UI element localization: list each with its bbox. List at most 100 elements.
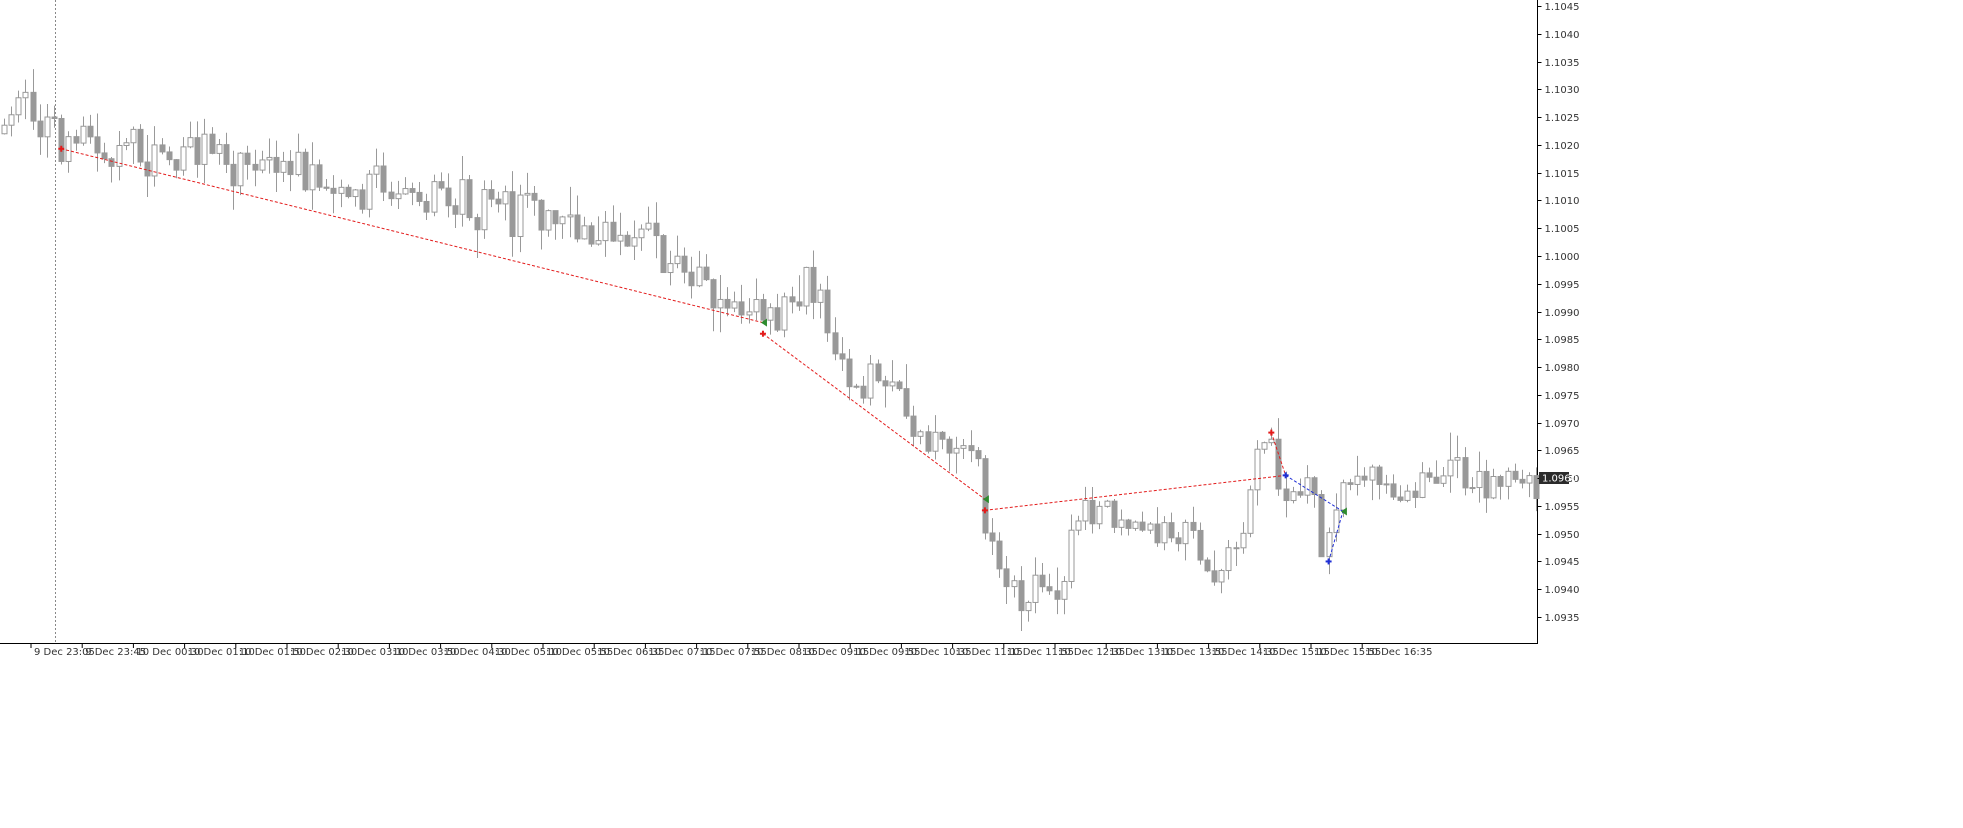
candle bbox=[767, 303, 774, 335]
candle bbox=[1154, 507, 1161, 547]
candle bbox=[1297, 478, 1304, 498]
current-price-tag-text: 1.0960 bbox=[1542, 474, 1577, 485]
candle bbox=[1369, 464, 1376, 501]
candle-body-bear bbox=[273, 156, 280, 173]
current-price-label: 1.0960 bbox=[1539, 472, 1577, 485]
candle-body-bull bbox=[1061, 580, 1068, 600]
candle bbox=[1089, 486, 1096, 534]
candle-body-bull bbox=[667, 263, 674, 274]
candle-body-bear bbox=[144, 161, 151, 177]
candle-body-bear bbox=[1318, 493, 1325, 558]
candle-body-bull bbox=[1104, 500, 1111, 507]
candle-body-bear bbox=[1376, 466, 1383, 485]
price-tick-label: 1.1035 bbox=[1545, 58, 1580, 69]
candle-body-bear bbox=[1390, 483, 1397, 498]
price-tick-label: 1.1030 bbox=[1545, 85, 1580, 96]
trade-entry-marker bbox=[981, 507, 988, 514]
candle bbox=[1139, 511, 1146, 532]
candle bbox=[1326, 527, 1333, 575]
candle-body-bull bbox=[123, 142, 130, 147]
candle bbox=[567, 186, 574, 238]
candle-body-bull bbox=[696, 266, 703, 287]
time-tick-label: 10 Dec 06:35 bbox=[597, 647, 664, 658]
time-tick-label: 10 Dec 12:35 bbox=[1058, 647, 1125, 658]
candle-body-bull bbox=[645, 222, 652, 230]
price-scale[interactable]: 1.1045 1.1040 1.1035 1.1030 1.1025 1.1020 1.10… bbox=[1537, 2, 1580, 624]
candle-body-bull bbox=[1268, 438, 1275, 444]
candle bbox=[781, 292, 788, 338]
candle bbox=[538, 199, 545, 250]
candle bbox=[1003, 555, 1010, 605]
candle-body-bull bbox=[781, 296, 788, 331]
price-tick-label: 1.0955 bbox=[1545, 502, 1580, 513]
candle bbox=[1490, 468, 1497, 500]
candle bbox=[22, 79, 29, 120]
candle-body-bear bbox=[223, 144, 230, 165]
candle-body-bear bbox=[474, 217, 481, 231]
candle bbox=[495, 191, 502, 213]
candle-body-bear bbox=[910, 415, 917, 437]
candle bbox=[1, 118, 8, 135]
candle bbox=[1147, 521, 1154, 534]
candle bbox=[982, 455, 989, 540]
candle bbox=[423, 193, 430, 221]
candle-body-bear bbox=[610, 221, 617, 242]
candle bbox=[338, 179, 345, 208]
candle-body-bear bbox=[760, 299, 767, 321]
candle-body-bull bbox=[402, 188, 409, 195]
candle bbox=[431, 174, 438, 217]
candle bbox=[595, 216, 602, 246]
time-tick-label: 10 Dec 07:55 bbox=[700, 647, 767, 658]
price-tick-label: 1.0965 bbox=[1545, 446, 1580, 457]
price-tick-label: 1.0950 bbox=[1545, 530, 1580, 541]
candle bbox=[259, 150, 266, 174]
candle bbox=[409, 182, 416, 206]
trade-entry-marker bbox=[58, 145, 65, 152]
candle-body-bear bbox=[1211, 570, 1218, 583]
candle-body-bear bbox=[452, 205, 459, 215]
candle-body-bear bbox=[738, 301, 745, 316]
candle bbox=[602, 210, 609, 257]
candle-body-bull bbox=[1326, 532, 1333, 558]
candle-body-bull bbox=[1118, 519, 1125, 528]
candle bbox=[402, 177, 409, 195]
candle-body-bull bbox=[559, 216, 566, 225]
candle bbox=[696, 250, 703, 288]
time-tick-label: 9 Dec 23:45 bbox=[85, 647, 146, 658]
candle-body-bull bbox=[1454, 457, 1461, 461]
candle bbox=[58, 114, 65, 165]
candle-body-bear bbox=[552, 210, 559, 225]
candle bbox=[774, 293, 781, 332]
candle-body-bull bbox=[502, 191, 509, 205]
candle-body-bull bbox=[1476, 470, 1483, 489]
candle bbox=[681, 247, 688, 284]
candle-body-bear bbox=[824, 289, 831, 334]
candle-body-bear bbox=[495, 198, 502, 205]
candle-body-bull bbox=[1419, 472, 1426, 498]
trade-line bbox=[762, 333, 986, 500]
candle-body-bear bbox=[882, 380, 889, 387]
candle-body-bull bbox=[8, 114, 15, 126]
candle-body-bull bbox=[180, 146, 187, 171]
candle bbox=[517, 184, 524, 253]
price-tick-label: 1.1005 bbox=[1545, 224, 1580, 235]
candle bbox=[932, 415, 939, 460]
candle bbox=[488, 180, 495, 208]
candle-body-bear bbox=[996, 540, 1003, 570]
candle-body-bear bbox=[316, 164, 323, 188]
candle bbox=[352, 189, 359, 207]
candle-body-bear bbox=[1154, 523, 1161, 544]
price-tick-label: 1.0990 bbox=[1545, 308, 1580, 319]
trade-line bbox=[1328, 511, 1344, 562]
candle-body-bull bbox=[1096, 505, 1103, 525]
candle bbox=[717, 275, 724, 333]
candle-body-bear bbox=[1089, 499, 1096, 525]
candle-body-bull bbox=[1147, 523, 1154, 531]
candle bbox=[1433, 460, 1440, 484]
candle bbox=[273, 140, 280, 192]
candle-body-bull bbox=[1, 124, 8, 135]
candle-body-bear bbox=[946, 438, 953, 454]
